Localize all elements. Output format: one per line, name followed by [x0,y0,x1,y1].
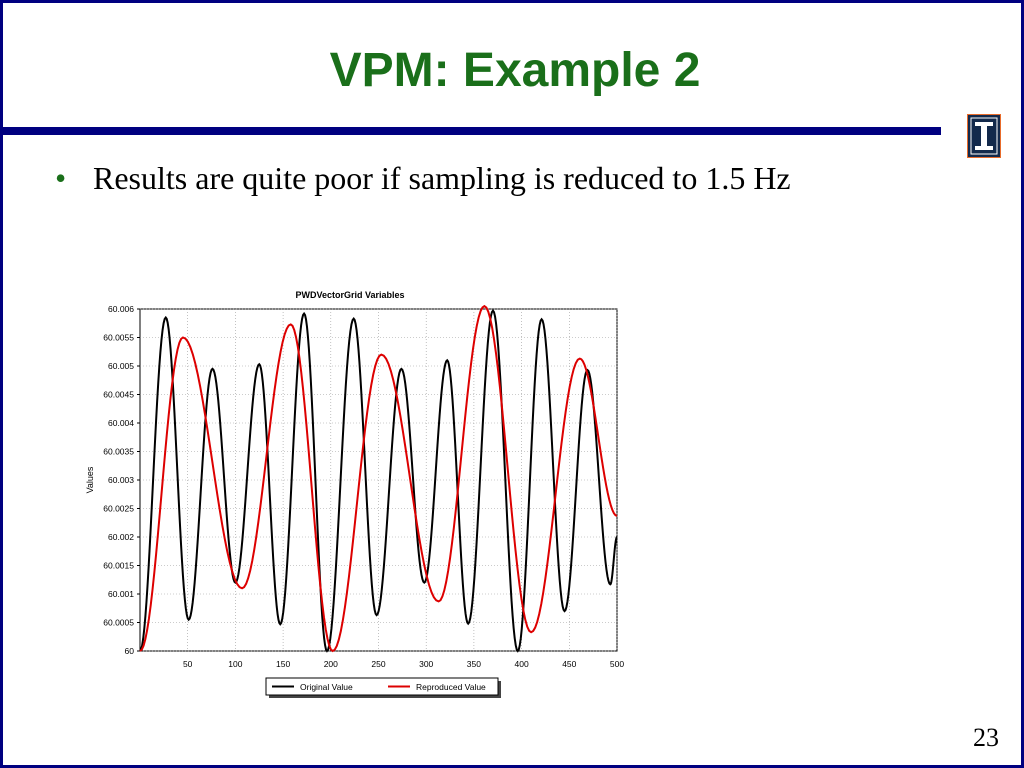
y-tick-label: 60.005 [108,361,134,371]
series-line-original [139,309,618,653]
y-tick-label: 60.001 [108,589,134,599]
title-rule [3,127,941,135]
x-tick-label: 200 [324,659,338,669]
x-tick-label: 100 [228,659,242,669]
y-tick-label: 60.0015 [103,561,134,571]
y-tick-label: 60 [125,646,135,656]
y-tick-label: 60.002 [108,532,134,542]
legend-box [265,677,499,696]
y-tick-label: 60.006 [108,304,134,314]
y-tick-label: 60.0035 [103,447,134,457]
x-tick-label: 350 [467,659,481,669]
chart-svg: PWDVectorGrid Variables Values 50 100 150 2… [85,290,624,698]
y-tick-label: 60.0045 [103,390,134,400]
y-tick-label: 60.0055 [103,333,134,343]
y-tick-label: 60.003 [108,475,134,485]
page-number: 23 [973,723,999,752]
x-tick-label: 150 [276,659,290,669]
x-tick-label: 300 [419,659,433,669]
x-tick-label: 250 [371,659,385,669]
chart: PWDVectorGrid Variables Values 50 100 150 2… [73,281,633,701]
university-logo-icon [966,113,1002,159]
slide-title: VPM: Example 2 [329,44,701,97]
bullet-dot-icon: • [55,160,67,196]
series-line-reproduced [139,304,618,653]
x-tick-label: 500 [610,659,624,669]
y-tick-label: 60.004 [108,418,134,428]
x-tick-label: 400 [515,659,529,669]
legend-label: Original Value [300,682,353,692]
y-axis-label: Values [85,466,95,493]
x-tick-label: 50 [183,659,193,669]
bullet-text: Results are quite poor if sampling is re… [93,160,791,196]
legend-label: Reproduced Value [416,682,486,692]
chart-title: PWDVectorGrid Variables [295,290,404,300]
y-tick-label: 60.0005 [103,618,134,628]
x-tick-label: 450 [562,659,576,669]
y-tick-label: 60.0025 [103,504,134,514]
